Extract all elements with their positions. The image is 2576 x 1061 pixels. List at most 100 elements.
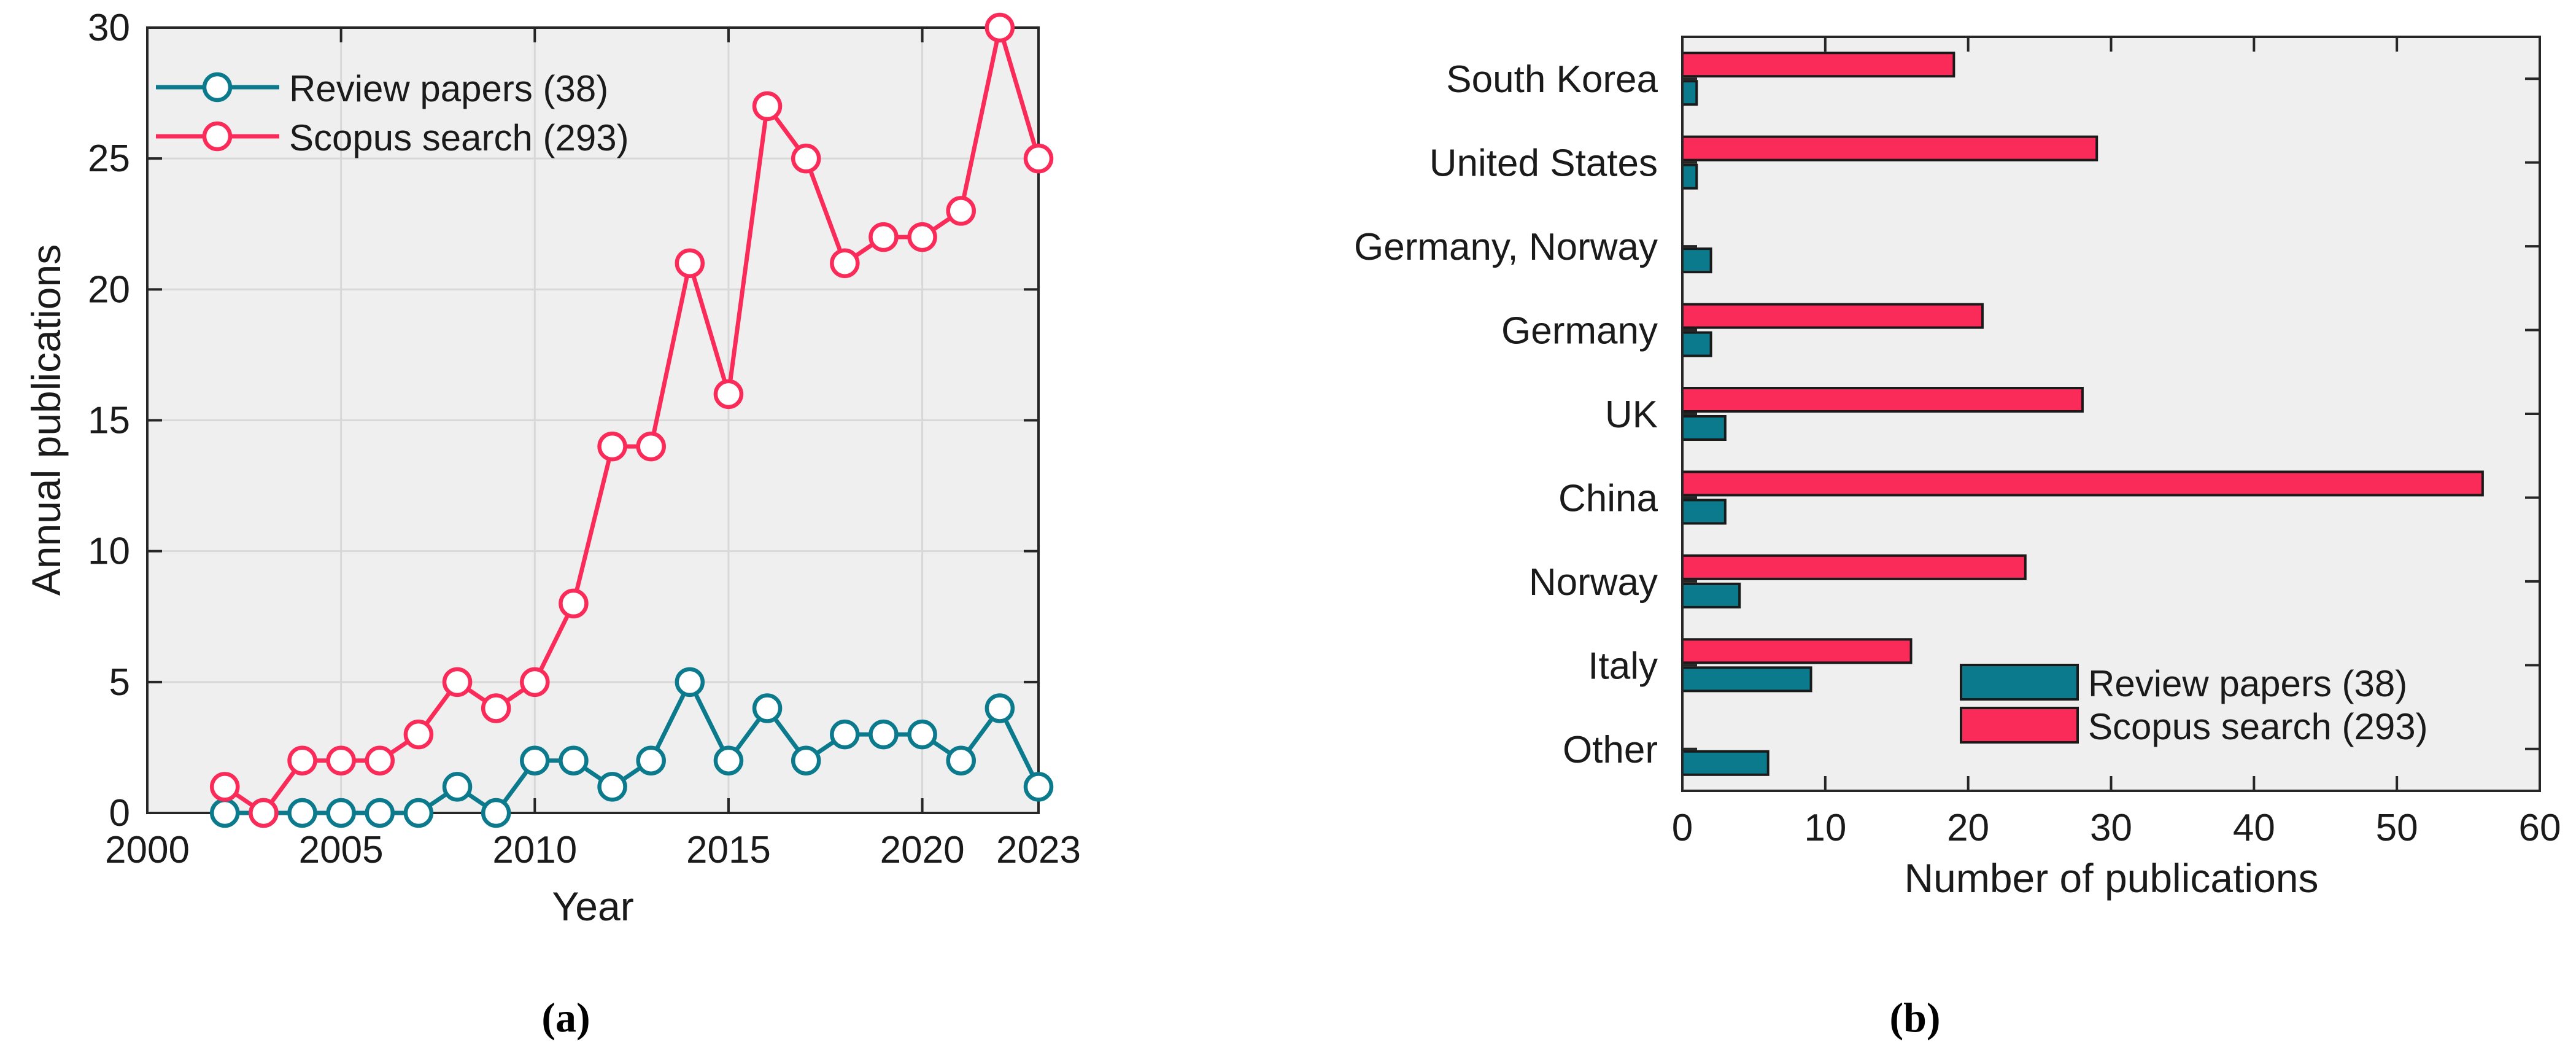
category-label: Other: [1563, 729, 1658, 771]
legend-swatch-review-icon: [1959, 663, 2079, 704]
data-point: [481, 798, 511, 828]
legend-line-marker-review-icon: [155, 65, 280, 112]
data-point: [1023, 772, 1054, 802]
svg-text:0: 0: [1672, 807, 1693, 849]
subfigure-caption-b: (b): [1889, 994, 1941, 1041]
svg-text:20: 20: [1947, 807, 1989, 849]
data-point: [559, 745, 589, 775]
data-point: [636, 745, 666, 775]
plot-border-b: [1681, 36, 2541, 792]
bar-groups: [1681, 52, 2484, 776]
bar-scopus-3: [1681, 303, 1984, 329]
data-point: [713, 379, 744, 410]
bar-review-0: [1681, 80, 1698, 106]
data-point: [984, 12, 1015, 43]
svg-text:2020: 2020: [880, 829, 965, 871]
legend-item-review-papers: Review papers (38): [155, 64, 629, 113]
data-point: [481, 693, 511, 723]
category-label: Norway: [1529, 561, 1658, 604]
plot-area-b: [1682, 37, 2540, 791]
svg-text:15: 15: [88, 400, 130, 442]
category-label: UK: [1605, 394, 1658, 436]
x-axis-title-number-of-publications: Number of publications: [1904, 855, 2319, 901]
category-label: Germany: [1501, 310, 1658, 352]
legend-label-review-papers: Review papers (38): [289, 68, 609, 109]
data-point: [520, 667, 550, 698]
data-point: [791, 143, 821, 174]
data-point: [675, 248, 705, 278]
legend-label-scopus-search: Scopus search (293): [2088, 705, 2428, 747]
category-label: China: [1558, 477, 1658, 519]
data-point: [713, 745, 744, 775]
bar-scopus-0: [1681, 52, 1955, 78]
data-point: [210, 772, 240, 802]
tick-labels-a: 2000 2005 2010 2015 2020 2023 0 5 10 15 20 25 30: [88, 7, 1081, 871]
category-label: United States: [1429, 142, 1658, 185]
subfigure-caption-a: (a): [541, 994, 590, 1041]
svg-text:2015: 2015: [686, 829, 771, 871]
tick-labels-b: 0 10 20 30 40 50 60 South Korea United States Ger…: [1354, 58, 2561, 849]
bar-review-7: [1681, 666, 1812, 693]
data-point: [326, 745, 356, 775]
legend-label-scopus-search: Scopus search (293): [289, 117, 629, 158]
bar-scopus-4: [1681, 387, 2084, 413]
legend-swatch-scopus-icon: [1959, 706, 2079, 747]
svg-text:25: 25: [88, 138, 130, 180]
data-point: [868, 719, 899, 750]
data-point: [597, 772, 627, 802]
data-point: [830, 248, 860, 278]
legend-line-marker-scopus-icon: [155, 114, 280, 161]
axis-ticks-b: [1681, 37, 2541, 791]
svg-text:5: 5: [109, 661, 130, 704]
legend-item-scopus-search: Scopus search (293): [1959, 705, 2428, 748]
data-point: [403, 798, 434, 828]
series-scopus-search: [210, 12, 1054, 828]
data-point: [752, 91, 783, 122]
legend-item-scopus-search: Scopus search (293): [155, 113, 629, 162]
bar-review-5: [1681, 499, 1727, 525]
legend-line-chart: Review papers (38) Scopus search (293): [155, 64, 629, 162]
data-point: [636, 431, 666, 462]
x-axis-title-year: Year: [552, 884, 634, 929]
data-point: [868, 222, 899, 252]
data-point: [597, 431, 627, 462]
legend-item-review-papers: Review papers (38): [1959, 662, 2428, 705]
svg-text:50: 50: [2376, 807, 2418, 849]
bar-review-4: [1681, 415, 1727, 441]
data-point: [559, 588, 589, 619]
bar-scopus-5: [1681, 470, 2484, 497]
svg-text:60: 60: [2519, 807, 2561, 849]
data-point: [442, 772, 473, 802]
data-point: [907, 719, 937, 750]
svg-text:2023: 2023: [996, 829, 1081, 871]
bar-scopus-1: [1681, 135, 2098, 161]
data-point: [403, 719, 434, 750]
bar-review-3: [1681, 331, 1712, 357]
data-point: [791, 745, 821, 775]
data-point: [675, 667, 705, 698]
bar-scopus-7: [1681, 638, 1913, 664]
svg-text:20: 20: [88, 268, 130, 311]
data-point: [287, 745, 317, 775]
legend-bar-chart: Review papers (38) Scopus search (293): [1959, 662, 2428, 748]
svg-text:10: 10: [1804, 807, 1846, 849]
svg-text:2000: 2000: [105, 829, 190, 871]
data-point: [907, 222, 937, 252]
legend-label-review-papers: Review papers (38): [2088, 663, 2408, 704]
data-point: [287, 798, 317, 828]
svg-text:30: 30: [88, 7, 130, 49]
category-label: Germany, Norway: [1354, 226, 1658, 268]
data-point: [365, 798, 395, 828]
bar-review-1: [1681, 163, 1698, 190]
data-point: [249, 798, 279, 828]
svg-text:10: 10: [88, 530, 130, 573]
bar-review-6: [1681, 582, 1741, 608]
plot-border-a: [146, 26, 1040, 814]
svg-text:2010: 2010: [492, 829, 577, 871]
gridlines-a: [147, 28, 1039, 813]
svg-text:30: 30: [2090, 807, 2132, 849]
data-point: [984, 693, 1015, 723]
data-point: [365, 745, 395, 775]
svg-text:0: 0: [109, 792, 130, 834]
